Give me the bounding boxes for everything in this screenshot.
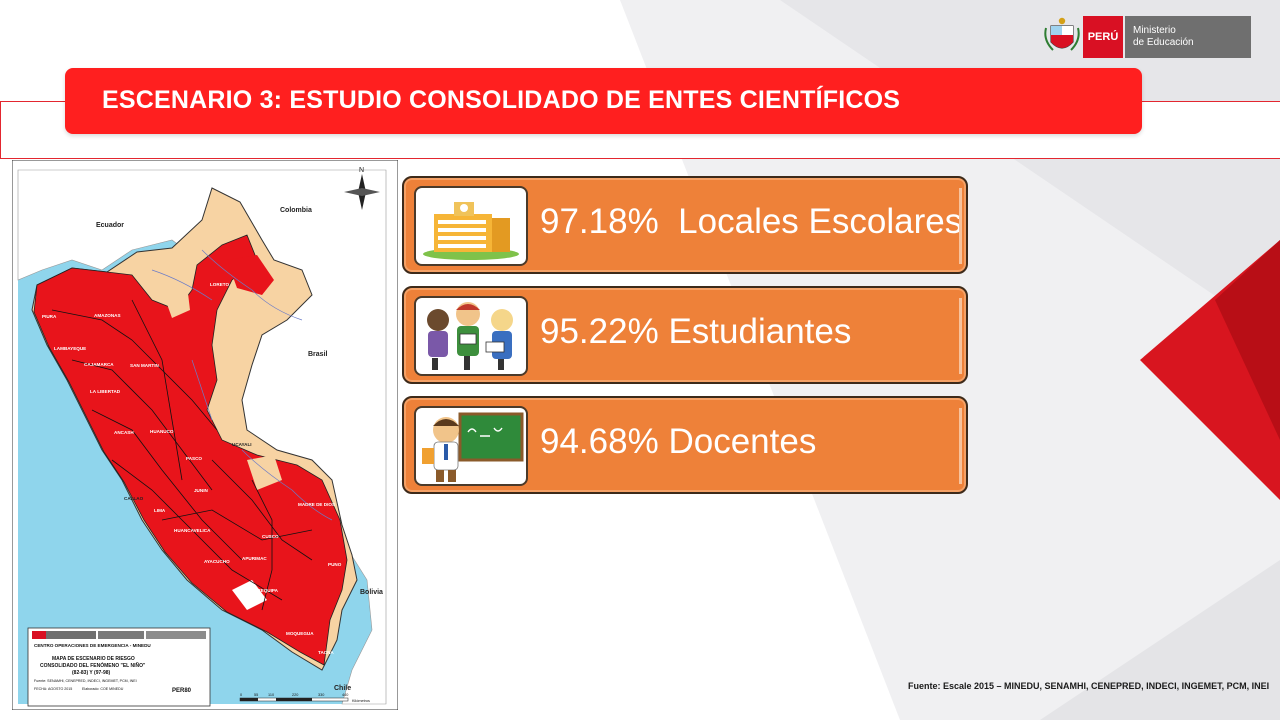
- students-icon: [414, 296, 528, 376]
- map-label-ancash: ANCASH: [114, 430, 134, 435]
- map-label-ecuador: Ecuador: [96, 222, 124, 229]
- legend-fecha: FECHA: AGOSTO 2015: [34, 687, 72, 691]
- title-bar: ESCENARIO 3: ESTUDIO CONSOLIDADO DE ENTE…: [65, 68, 1142, 134]
- ministry-label: Ministerio de Educación: [1125, 16, 1251, 58]
- svg-text:440: 440: [342, 693, 348, 697]
- page-title: ESCENARIO 3: ESTUDIO CONSOLIDADO DE ENTE…: [102, 86, 901, 114]
- source-note: Fuente: Escale 2015 – MINEDU, SENAMHI, C…: [908, 681, 1270, 691]
- legend-title-1: MAPA DE ESCENARIO DE RIESGO: [52, 656, 135, 662]
- svg-text:0: 0: [240, 693, 242, 697]
- legend-fuente: Fuente: SENAMHI, CENEPRED, INDECI, INGEM…: [34, 679, 137, 683]
- stat-label-locales: 97.18% Locales Escolares: [540, 202, 963, 241]
- map-label-pasco: PASCO: [186, 456, 202, 461]
- stat-label-docentes: 94.68% Docentes: [540, 422, 817, 461]
- map-label-cajamarca: CAJAMARCA: [84, 362, 114, 367]
- map-label-piura: PIURA: [42, 314, 57, 319]
- map-label-junin: JUNIN: [194, 488, 208, 493]
- map-label-bolivia: Bolivia: [360, 589, 383, 596]
- school-building-icon: [414, 186, 528, 266]
- map-label-loreto: LORETO: [210, 282, 229, 287]
- map-label-tacna: TACNA: [318, 650, 334, 655]
- scale-bar: 0 55 110 220 330 440 Kilómetros: [239, 693, 370, 703]
- map-label-la-libertad: LA LIBERTAD: [90, 389, 121, 394]
- map-label-amazonas: AMAZONAS: [94, 313, 121, 318]
- compass-icon: N: [344, 167, 380, 210]
- legend-centro: CENTRO OPERACIONES DE EMERGENCIA - MINED…: [34, 643, 151, 648]
- map-label-huanuco: HUANUCO: [150, 429, 174, 434]
- legend-title-3: (82-83) Y (97-98): [72, 670, 111, 676]
- legend-lamina: PER80: [172, 688, 192, 694]
- svg-text:Kilómetros: Kilómetros: [352, 699, 370, 703]
- map-label-lima: LIMA: [154, 508, 166, 513]
- map-label-lambayeque: LAMBAYEQUE: [54, 346, 86, 351]
- map-label-arequipa: AREQUIPA: [254, 588, 279, 593]
- svg-text:110: 110: [268, 693, 274, 697]
- stat-card-locales: 97.18% Locales Escolares: [402, 176, 968, 274]
- coat-of-arms-icon: [1044, 17, 1080, 51]
- map-label-puno: PUNO: [328, 562, 342, 567]
- ministry-logo: PERÚ Ministerio de Educación: [1043, 16, 1253, 58]
- svg-text:330: 330: [318, 693, 324, 697]
- teacher-icon: [414, 406, 528, 486]
- svg-text:N: N: [359, 167, 364, 174]
- risk-map: N Colombia Ecuador Brasil Bolivia Chile …: [12, 160, 398, 710]
- legend-elaborado: Elaborado: COE MINEDU: [82, 687, 124, 691]
- map-legend: CENTRO OPERACIONES DE EMERGENCIA - MINED…: [27, 627, 211, 707]
- map-label-colombia: Colombia: [280, 207, 312, 214]
- svg-text:55: 55: [254, 693, 258, 697]
- map-label-huancavelica: HUANCAVELICA: [174, 528, 211, 533]
- map-label-brasil: Brasil: [308, 351, 328, 358]
- stat-card-estudiantes: 95.22% Estudiantes: [402, 286, 968, 384]
- map-label-callao: CALLAO: [124, 496, 144, 501]
- map-label-moquegua: MOQUEGUA: [286, 631, 314, 636]
- map-label-san-martin: SAN MARTIN: [130, 363, 160, 368]
- legend-title-2: CONSOLIDADO DEL FENÓMENO "EL NIÑO": [40, 661, 146, 669]
- map-label-apurimac: APURIMAC: [242, 556, 267, 561]
- map-label-chile: Chile: [334, 685, 351, 692]
- peru-label: PERÚ: [1083, 16, 1123, 58]
- stat-card-docentes: 94.68% Docentes: [402, 396, 968, 494]
- svg-text:220: 220: [292, 693, 298, 697]
- map-label-ucayali: UCAYALI: [232, 442, 252, 447]
- map-label-madre-de-dios: MADRE DE DIOS: [298, 502, 335, 507]
- stat-label-estudiantes: 95.22% Estudiantes: [540, 312, 852, 351]
- map-label-ayacucho: AYACUCHO: [204, 559, 230, 564]
- map-label-cusco: CUSCO: [262, 534, 279, 539]
